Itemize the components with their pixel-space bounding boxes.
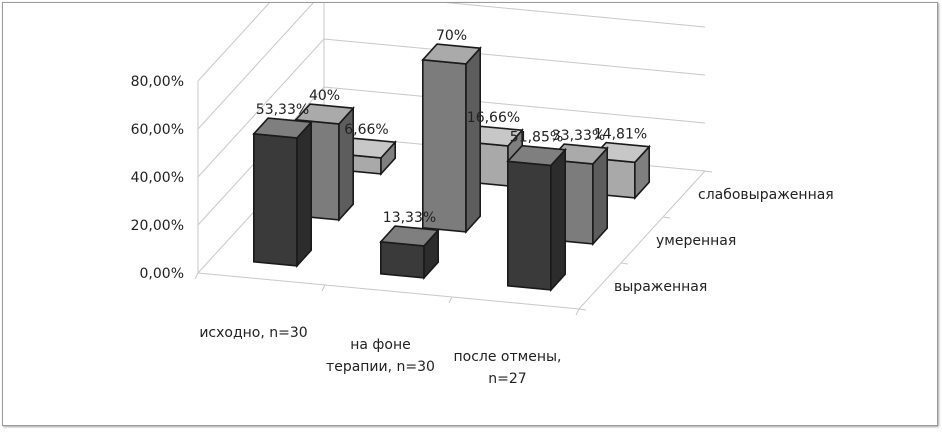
bar-chart-3d: 0,00% 20,00% 40,00% 60,00% 80,00% 6,66% 16,66… bbox=[131, 3, 834, 387]
bar-side-face bbox=[465, 46, 482, 234]
series-label: выраженная bbox=[614, 279, 707, 295]
category-tick bbox=[321, 284, 326, 292]
category-label: исходно, n=30 bbox=[199, 325, 307, 341]
y-tick-label: 80,00% bbox=[131, 74, 184, 90]
gridline bbox=[197, 3, 706, 130]
bar-front-face bbox=[253, 132, 298, 267]
series-label: слабовыраженная bbox=[698, 187, 834, 203]
data-label: 33,33% bbox=[552, 128, 605, 144]
series-tick bbox=[662, 216, 671, 219]
y-tick-label: 60,00% bbox=[131, 122, 184, 138]
data-label: 51,85% bbox=[510, 130, 563, 146]
bar-top-face bbox=[421, 43, 482, 65]
series-tick bbox=[704, 170, 713, 173]
bar-top-face bbox=[294, 103, 355, 125]
data-label: 70% bbox=[436, 28, 467, 44]
bar-side-face bbox=[296, 120, 313, 268]
bar bbox=[252, 117, 313, 268]
y-tick-label: 20,00% bbox=[131, 218, 184, 234]
category-tick bbox=[575, 308, 580, 316]
data-label: 14,81% bbox=[594, 126, 647, 142]
bar-front-face bbox=[379, 240, 425, 279]
category-label-line: исходно, n=30 bbox=[199, 325, 307, 341]
series-tick bbox=[578, 308, 587, 311]
data-label: 16,66% bbox=[467, 110, 520, 126]
y-tick-label: 40,00% bbox=[131, 170, 184, 186]
bar bbox=[421, 43, 482, 234]
category-label-line: после отмены, bbox=[454, 349, 562, 365]
gridline bbox=[197, 3, 270, 82]
category-tick bbox=[448, 296, 453, 304]
series-label: умеренная bbox=[656, 233, 736, 249]
category-label-line: n=27 bbox=[488, 371, 526, 387]
bar bbox=[506, 144, 567, 292]
chart-frame: 0,00% 20,00% 40,00% 60,00% 80,00% 6,66% 16,66… bbox=[2, 2, 938, 426]
bar-top-face bbox=[506, 144, 567, 167]
bar-side-face bbox=[550, 147, 567, 292]
series-tick bbox=[620, 262, 629, 265]
y-axis-tick-labels: 0,00% 20,00% 40,00% 60,00% 80,00% bbox=[131, 74, 184, 282]
data-label: 40% bbox=[309, 88, 340, 104]
data-labels: 6,66% 16,66% 14,81% 40% 70% 33,33% 53,33% 13,33… bbox=[256, 28, 647, 226]
category-label-line: на фоне bbox=[350, 337, 410, 353]
bar-front-face bbox=[506, 160, 552, 291]
bar-top-face bbox=[379, 225, 440, 247]
bar-front-face bbox=[421, 58, 467, 233]
category-label: на фоне терапии, n=30 bbox=[326, 337, 435, 375]
data-label: 53,33% bbox=[256, 102, 309, 118]
bar-top-face bbox=[252, 117, 313, 139]
y-tick-label: 0,00% bbox=[140, 266, 184, 282]
chart-bars bbox=[252, 43, 651, 292]
category-label: после отмены, n=27 bbox=[454, 349, 562, 387]
category-labels: исходно, n=30 на фоне терапии, n=30 после о… bbox=[199, 325, 561, 387]
category-tick bbox=[194, 272, 199, 280]
chart-walls bbox=[194, 3, 713, 316]
bar bbox=[379, 225, 440, 280]
data-label: 6,66% bbox=[344, 122, 388, 138]
category-label-line: терапии, n=30 bbox=[326, 359, 435, 375]
series-axis-labels: выраженная умеренная слабовыраженная bbox=[614, 187, 834, 295]
data-label: 13,33% bbox=[383, 210, 436, 226]
